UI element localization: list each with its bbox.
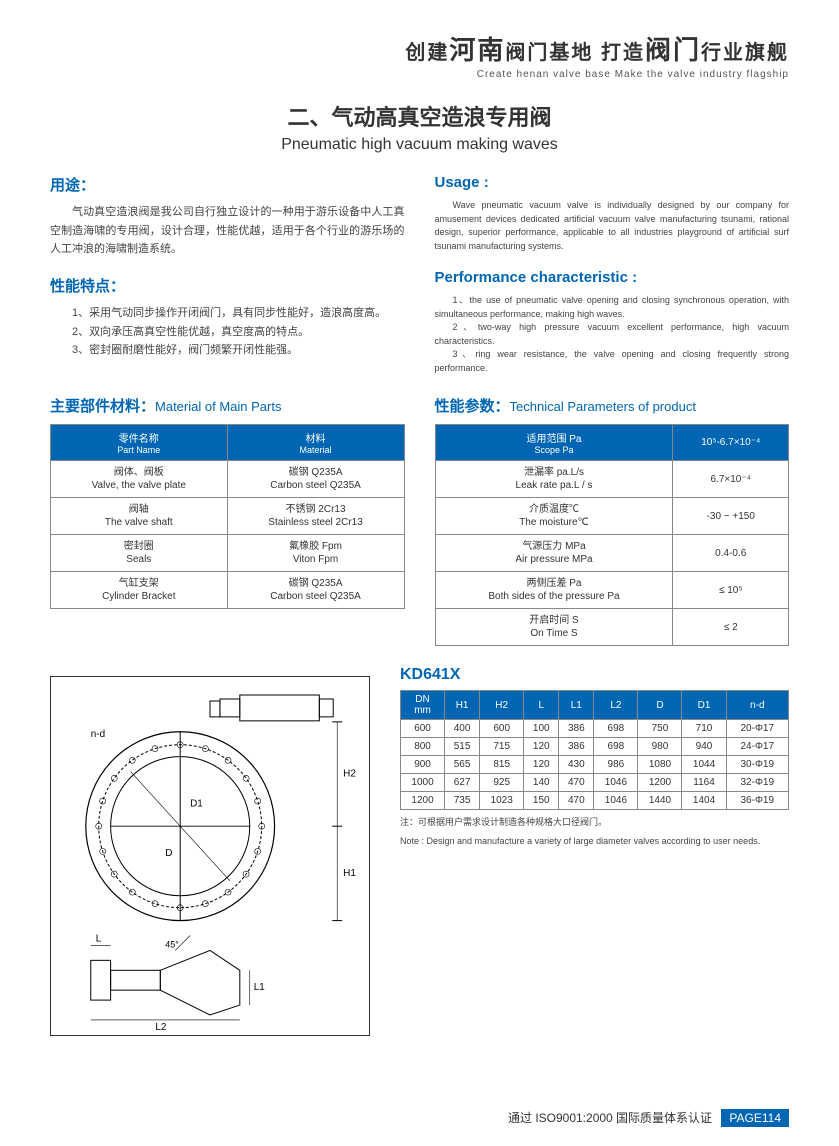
table-row: 两侧压差 PaBoth sides of the pressure Pa≤ 10…	[435, 572, 789, 609]
valve-diagram: D1 D n-d H2 H1 45° L2	[50, 676, 370, 1036]
table-header-row: DNmmH1H2LL1L2DD1n-d	[401, 691, 789, 720]
materials-col: 主要部件材料：Material of Main Parts 零件名称Part N…	[50, 395, 405, 646]
diagram-col: D1 D n-d H2 H1 45° L2	[50, 666, 370, 1036]
table-header-row: 适用范围 PaScope Pa 10⁵-6.7×10⁻⁴	[435, 425, 789, 461]
svg-text:n-d: n-d	[91, 729, 105, 740]
table-row: 气缸支架Cylinder Bracket碳钢 Q235ACarbon steel…	[51, 572, 405, 609]
perf-en-p3: 3、ring wear resistance, the valve openin…	[435, 348, 790, 375]
title-en: Pneumatic high vacuum making waves	[50, 136, 789, 154]
intro-columns: 用途： 气动真空造浪阀是我公司自行独立设计的一种用于游乐设备中人工真空制造海啸的…	[50, 174, 789, 375]
table-row: 阀轴The valve shaft不锈钢 2Cr13Stainless stee…	[51, 498, 405, 535]
table-row: 9005658151204309861080104430-Φ19	[401, 756, 789, 774]
usage-cn-body: 气动真空造浪阀是我公司自行独立设计的一种用于游乐设备中人工真空制造海啸的专用阀，…	[50, 203, 405, 259]
table-row: 阀体、阀板Valve, the valve plate碳钢 Q235ACarbo…	[51, 461, 405, 498]
bottom-row: D1 D n-d H2 H1 45° L2	[50, 666, 789, 1036]
svg-text:L2: L2	[155, 1022, 167, 1033]
perf-cn-p2: 2、双向承压高真空性能优越，真空度高的特点。	[50, 323, 405, 342]
materials-table: 零件名称Part Name 材料Material 阀体、阀板Valve, the…	[50, 424, 405, 609]
table-row: 泄漏率 pa.L/sLeak rate pa.L / s6.7×10⁻⁴	[435, 461, 789, 498]
dimensions-table: DNmmH1H2LL1L2DD1n-d 60040060010038669875…	[400, 690, 789, 810]
page-footer: 通过 ISO9001:2000 国际质量体系认证 PAGE114	[508, 1109, 789, 1126]
table-row: 气源压力 MPaAir pressure MPa0.4-0.6	[435, 535, 789, 572]
header-cn: 创建河南阀门基地 打造阀门行业旗舰	[50, 30, 789, 67]
svg-text:H2: H2	[343, 769, 356, 780]
svg-text:H1: H1	[343, 868, 356, 879]
usage-en-head: Usage :	[435, 174, 790, 191]
table-row: 开启时间 SOn Time S≤ 2	[435, 609, 789, 646]
svg-text:L1: L1	[254, 982, 266, 993]
params-table: 适用范围 PaScope Pa 10⁵-6.7×10⁻⁴ 泄漏率 pa.L/sL…	[435, 424, 790, 646]
note-cn: 注：可根据用户需求设计制造各种规格大口径阀门。	[400, 816, 789, 829]
perf-en-p1: 1、the use of pneumatic valve opening and…	[435, 294, 790, 321]
materials-head: 主要部件材料：Material of Main Parts	[50, 395, 405, 416]
table-row: 密封圈Seals氟橡胶 FpmViton Fpm	[51, 535, 405, 572]
perf-en-head: Performance characteristic :	[435, 269, 790, 286]
table-row: 介质温度℃The moisture℃-30 ~ +150	[435, 498, 789, 535]
params-head: 性能参数：Technical Parameters of product	[435, 395, 790, 416]
svg-text:L: L	[96, 933, 102, 944]
title-block: 二、气动高真空造浪专用阀 Pneumatic high vacuum makin…	[50, 100, 789, 154]
svg-text:D1: D1	[190, 798, 203, 809]
svg-text:45°: 45°	[165, 939, 179, 949]
params-col: 性能参数：Technical Parameters of product 适用范…	[435, 395, 790, 646]
page-header: 创建河南阀门基地 打造阀门行业旗舰 Create henan valve bas…	[50, 30, 789, 80]
header-en: Create henan valve base Make the valve i…	[50, 69, 789, 80]
model-name: KD641X	[400, 666, 789, 684]
svg-text:D: D	[165, 848, 172, 859]
footer-text: 通过 ISO9001:2000 国际质量体系认证	[508, 1111, 712, 1125]
table-row: 100062792514047010461200116432-Φ19	[401, 774, 789, 792]
perf-en-p2: 2、two-way high pressure vacuum excellent…	[435, 321, 790, 348]
dim-col: KD641X DNmmH1H2LL1L2DD1n-d 6004006001003…	[400, 666, 789, 847]
tables-row: 主要部件材料：Material of Main Parts 零件名称Part N…	[50, 395, 789, 646]
col-right-en: Usage : Wave pneumatic vacuum valve is i…	[435, 174, 790, 375]
perf-cn-head: 性能特点：	[50, 275, 405, 296]
usage-en-body: Wave pneumatic vacuum valve is individua…	[435, 199, 790, 253]
perf-cn-p1: 1、采用气动同步操作开闭阀门，具有同步性能好，造浪高度高。	[50, 304, 405, 323]
table-row: 60040060010038669875071020-Φ17	[401, 720, 789, 738]
page-number: PAGE114	[721, 1109, 789, 1127]
table-header-row: 零件名称Part Name 材料Material	[51, 425, 405, 461]
title-cn: 二、气动高真空造浪专用阀	[50, 100, 789, 132]
perf-cn-p3: 3、密封圈耐磨性能好，阀门频繁开闭性能强。	[50, 341, 405, 360]
table-row: 80051571512038669898094024-Φ17	[401, 738, 789, 756]
col-left-cn: 用途： 气动真空造浪阀是我公司自行独立设计的一种用于游乐设备中人工真空制造海啸的…	[50, 174, 405, 375]
note-en: Note : Design and manufacture a variety …	[400, 835, 789, 848]
usage-cn-head: 用途：	[50, 174, 405, 195]
table-row: 1200735102315047010461440140436-Φ19	[401, 792, 789, 810]
